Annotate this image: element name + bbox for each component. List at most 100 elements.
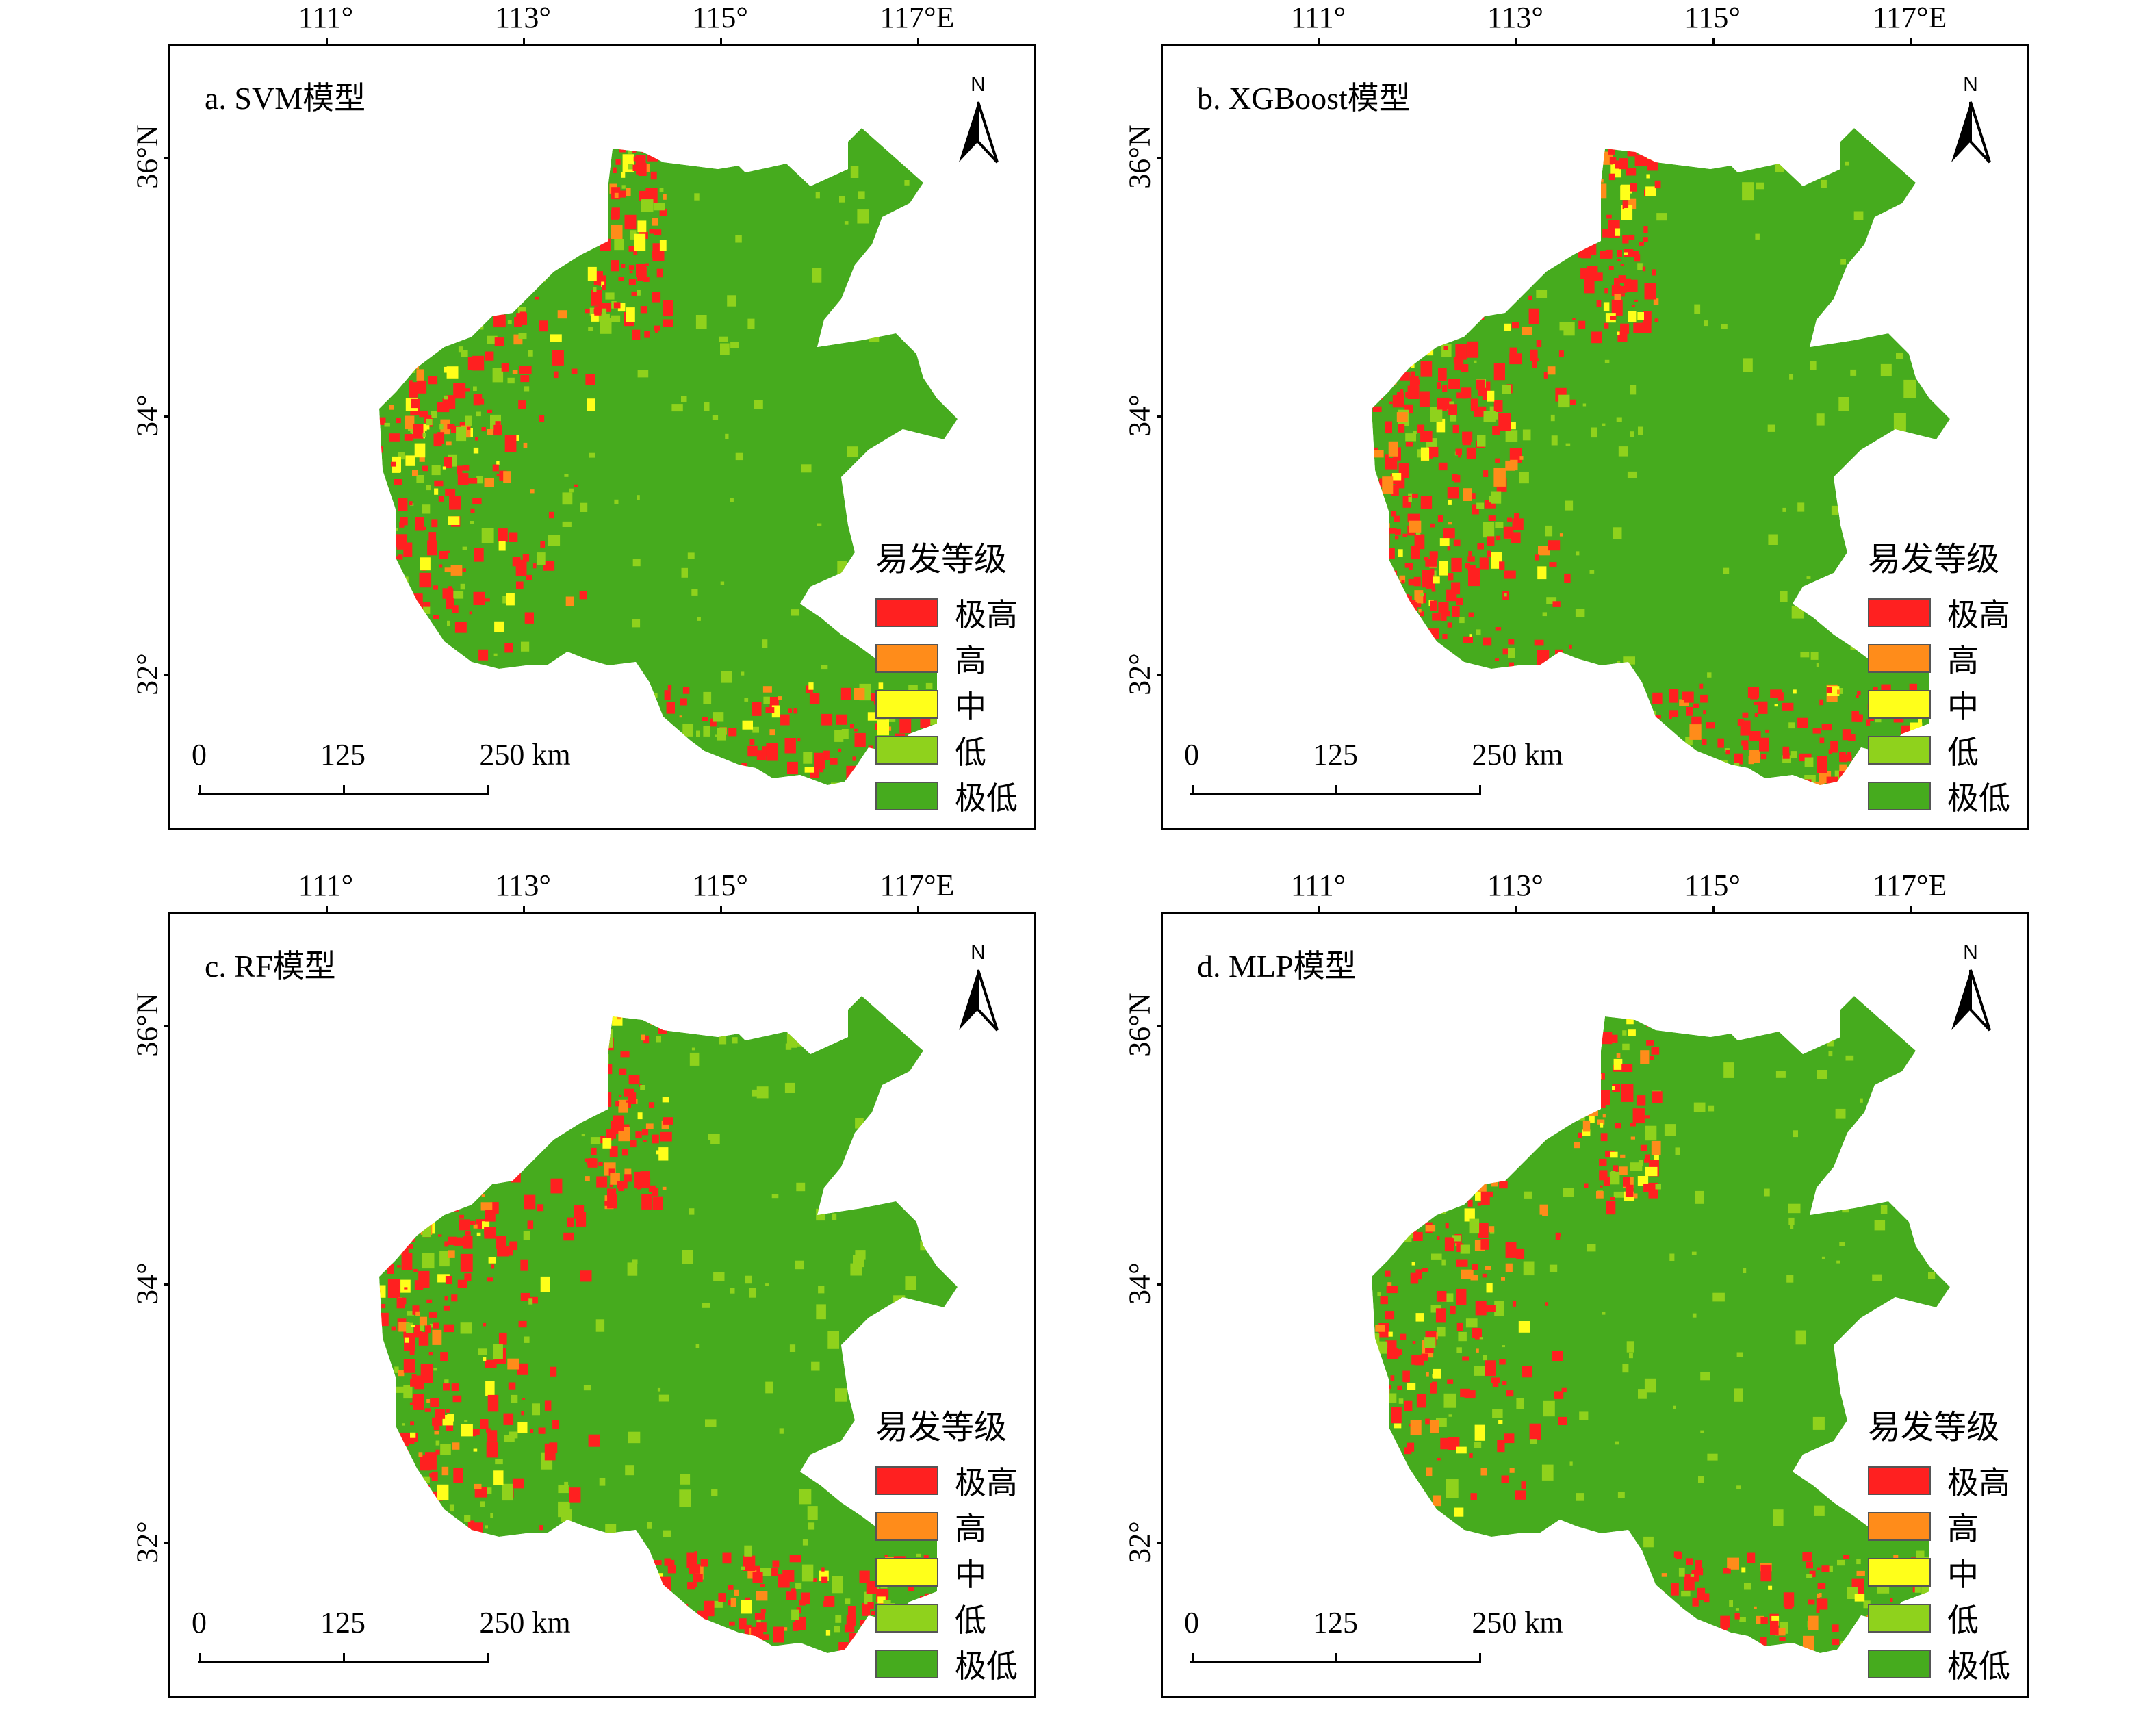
longitude-label: 117°E <box>1872 1 1947 34</box>
longitude-label: 117°E <box>880 869 955 902</box>
longitude-tick <box>1515 906 1517 914</box>
legend-title: 易发等级 <box>875 1409 1008 1446</box>
scale-label: 125 <box>1313 1606 1358 1639</box>
legend-swatch <box>1868 689 1931 719</box>
legend-title: 易发等级 <box>875 541 1008 578</box>
susceptibility-map <box>379 996 958 1653</box>
north-letter: N <box>1963 73 1978 96</box>
legend-item: 低 <box>875 1595 1033 1641</box>
longitude-label: 111° <box>1290 1 1346 34</box>
legend-item: 极高 <box>1868 1457 2025 1503</box>
legend-swatch <box>1868 781 1931 810</box>
latitude-label: 34° <box>130 1262 164 1305</box>
longitude-tick <box>1712 906 1715 914</box>
latitude-label: 36°N <box>1122 125 1157 189</box>
panel-title: c. RF模型 <box>205 949 336 984</box>
scale-label: 0 <box>1184 1606 1199 1639</box>
legend-item: 极高 <box>1868 589 2025 635</box>
scale-label: 0 <box>192 738 207 771</box>
scale-tick <box>1479 785 1481 795</box>
panel-title: b. XGBoost模型 <box>1197 81 1411 116</box>
latitude-label: 34° <box>130 394 164 437</box>
north-letter: N <box>1963 941 1978 964</box>
legend-swatch <box>1868 1466 1931 1495</box>
longitude-label: 115° <box>1684 1 1741 34</box>
legend: 易发等级 极高高中低极低 <box>1868 532 2025 819</box>
legend-item: 中 <box>875 1549 1033 1595</box>
legend-swatch <box>875 735 938 765</box>
map-frame: d. MLP模型 N 易发等级 极高高中低极低 0 125 250 km <box>1161 912 2029 1698</box>
legend-swatch <box>875 598 938 627</box>
legend-item: 中 <box>1868 681 2025 727</box>
susceptibility-map <box>1372 996 1950 1653</box>
legend-item: 极低 <box>1868 1641 2025 1687</box>
scale-label: 0 <box>1184 738 1199 771</box>
legend-label: 极高 <box>1947 597 2010 632</box>
scale-label: 125 <box>320 738 365 771</box>
legend-item: 极高 <box>875 589 1033 635</box>
longitude-label: 113° <box>495 1 551 34</box>
map-panel-c: 111° 113° 115° 117°E 36°N 34° 32° c. RF模型 N 易… <box>0 868 1081 1714</box>
map-frame: b. XGBoost模型 N 易发等级 极高高中低极低 0 125 250 km <box>1161 44 2029 830</box>
legend-label: 低 <box>1947 1602 1979 1638</box>
province-region <box>379 996 958 1653</box>
legend-swatch <box>1868 1649 1931 1678</box>
longitude-tick <box>1712 38 1715 47</box>
latitude-label: 32° <box>1122 1521 1157 1563</box>
legend: 易发等级 极高高中低极低 <box>875 1400 1033 1687</box>
longitude-tick <box>1515 38 1517 47</box>
legend-item: 极低 <box>875 773 1033 819</box>
longitude-label: 113° <box>1487 869 1543 902</box>
legend-title: 易发等级 <box>1868 1409 2000 1446</box>
latitude-label: 34° <box>1122 394 1157 437</box>
longitude-tick <box>1910 906 1912 914</box>
legend-item: 低 <box>1868 1595 2025 1641</box>
legend-label: 极低 <box>1947 1648 2010 1684</box>
legend-item: 中 <box>1868 1549 2025 1595</box>
longitude-tick <box>1318 906 1320 914</box>
province-region <box>1372 996 1950 1653</box>
legend-label: 高 <box>1947 1511 1979 1546</box>
panel-title: a. SVM模型 <box>205 81 366 116</box>
latitude-label: 36°N <box>130 993 164 1057</box>
legend-swatch <box>1868 1603 1931 1633</box>
legend-item: 高 <box>1868 1503 2025 1549</box>
legend-label: 低 <box>1947 734 1979 770</box>
legend-title: 易发等级 <box>1868 541 2000 578</box>
map-frame: a. SVM模型 N 易发等级 极高高中低极低 0 125 250 km <box>168 44 1036 830</box>
north-arrow-icon: N <box>1943 73 1998 176</box>
scale-tick <box>199 785 201 795</box>
legend-label: 极低 <box>1947 780 2010 816</box>
scale-label: 250 km <box>479 738 571 771</box>
scale-tick <box>1192 785 1194 795</box>
legend-label: 高 <box>1947 643 1979 678</box>
longitude-label: 117°E <box>1872 869 1947 902</box>
legend-swatch <box>875 643 938 673</box>
legend-swatch <box>875 1603 938 1633</box>
scale-tick <box>1192 1653 1194 1663</box>
longitude-label: 115° <box>1684 869 1741 902</box>
scale-tick <box>1335 785 1337 795</box>
scale-label: 125 <box>320 1606 365 1639</box>
latitude-label: 36°N <box>1122 993 1157 1057</box>
legend-item: 极高 <box>875 1457 1033 1503</box>
scale-label: 250 km <box>1472 738 1563 771</box>
legend-item: 低 <box>875 727 1033 773</box>
legend-swatch <box>875 1466 938 1495</box>
legend: 易发等级 极高高中低极低 <box>1868 1400 2025 1687</box>
longitude-label: 111° <box>1290 869 1346 902</box>
scale-bar: 0 125 250 km <box>1183 1605 1563 1680</box>
legend-item: 高 <box>875 1503 1033 1549</box>
north-letter: N <box>971 941 986 964</box>
scale-tick <box>487 1653 489 1663</box>
scale-bar: 0 125 250 km <box>191 1605 571 1680</box>
legend-item: 高 <box>875 635 1033 681</box>
susceptibility-map <box>1372 128 1950 785</box>
legend-swatch <box>1868 1557 1931 1587</box>
latitude-label: 32° <box>130 1521 164 1563</box>
legend: 易发等级 极高高中低极低 <box>875 532 1033 819</box>
longitude-tick <box>1910 38 1912 47</box>
legend-swatch <box>875 1649 938 1678</box>
longitude-tick <box>917 906 919 914</box>
longitude-label: 117°E <box>880 1 955 34</box>
